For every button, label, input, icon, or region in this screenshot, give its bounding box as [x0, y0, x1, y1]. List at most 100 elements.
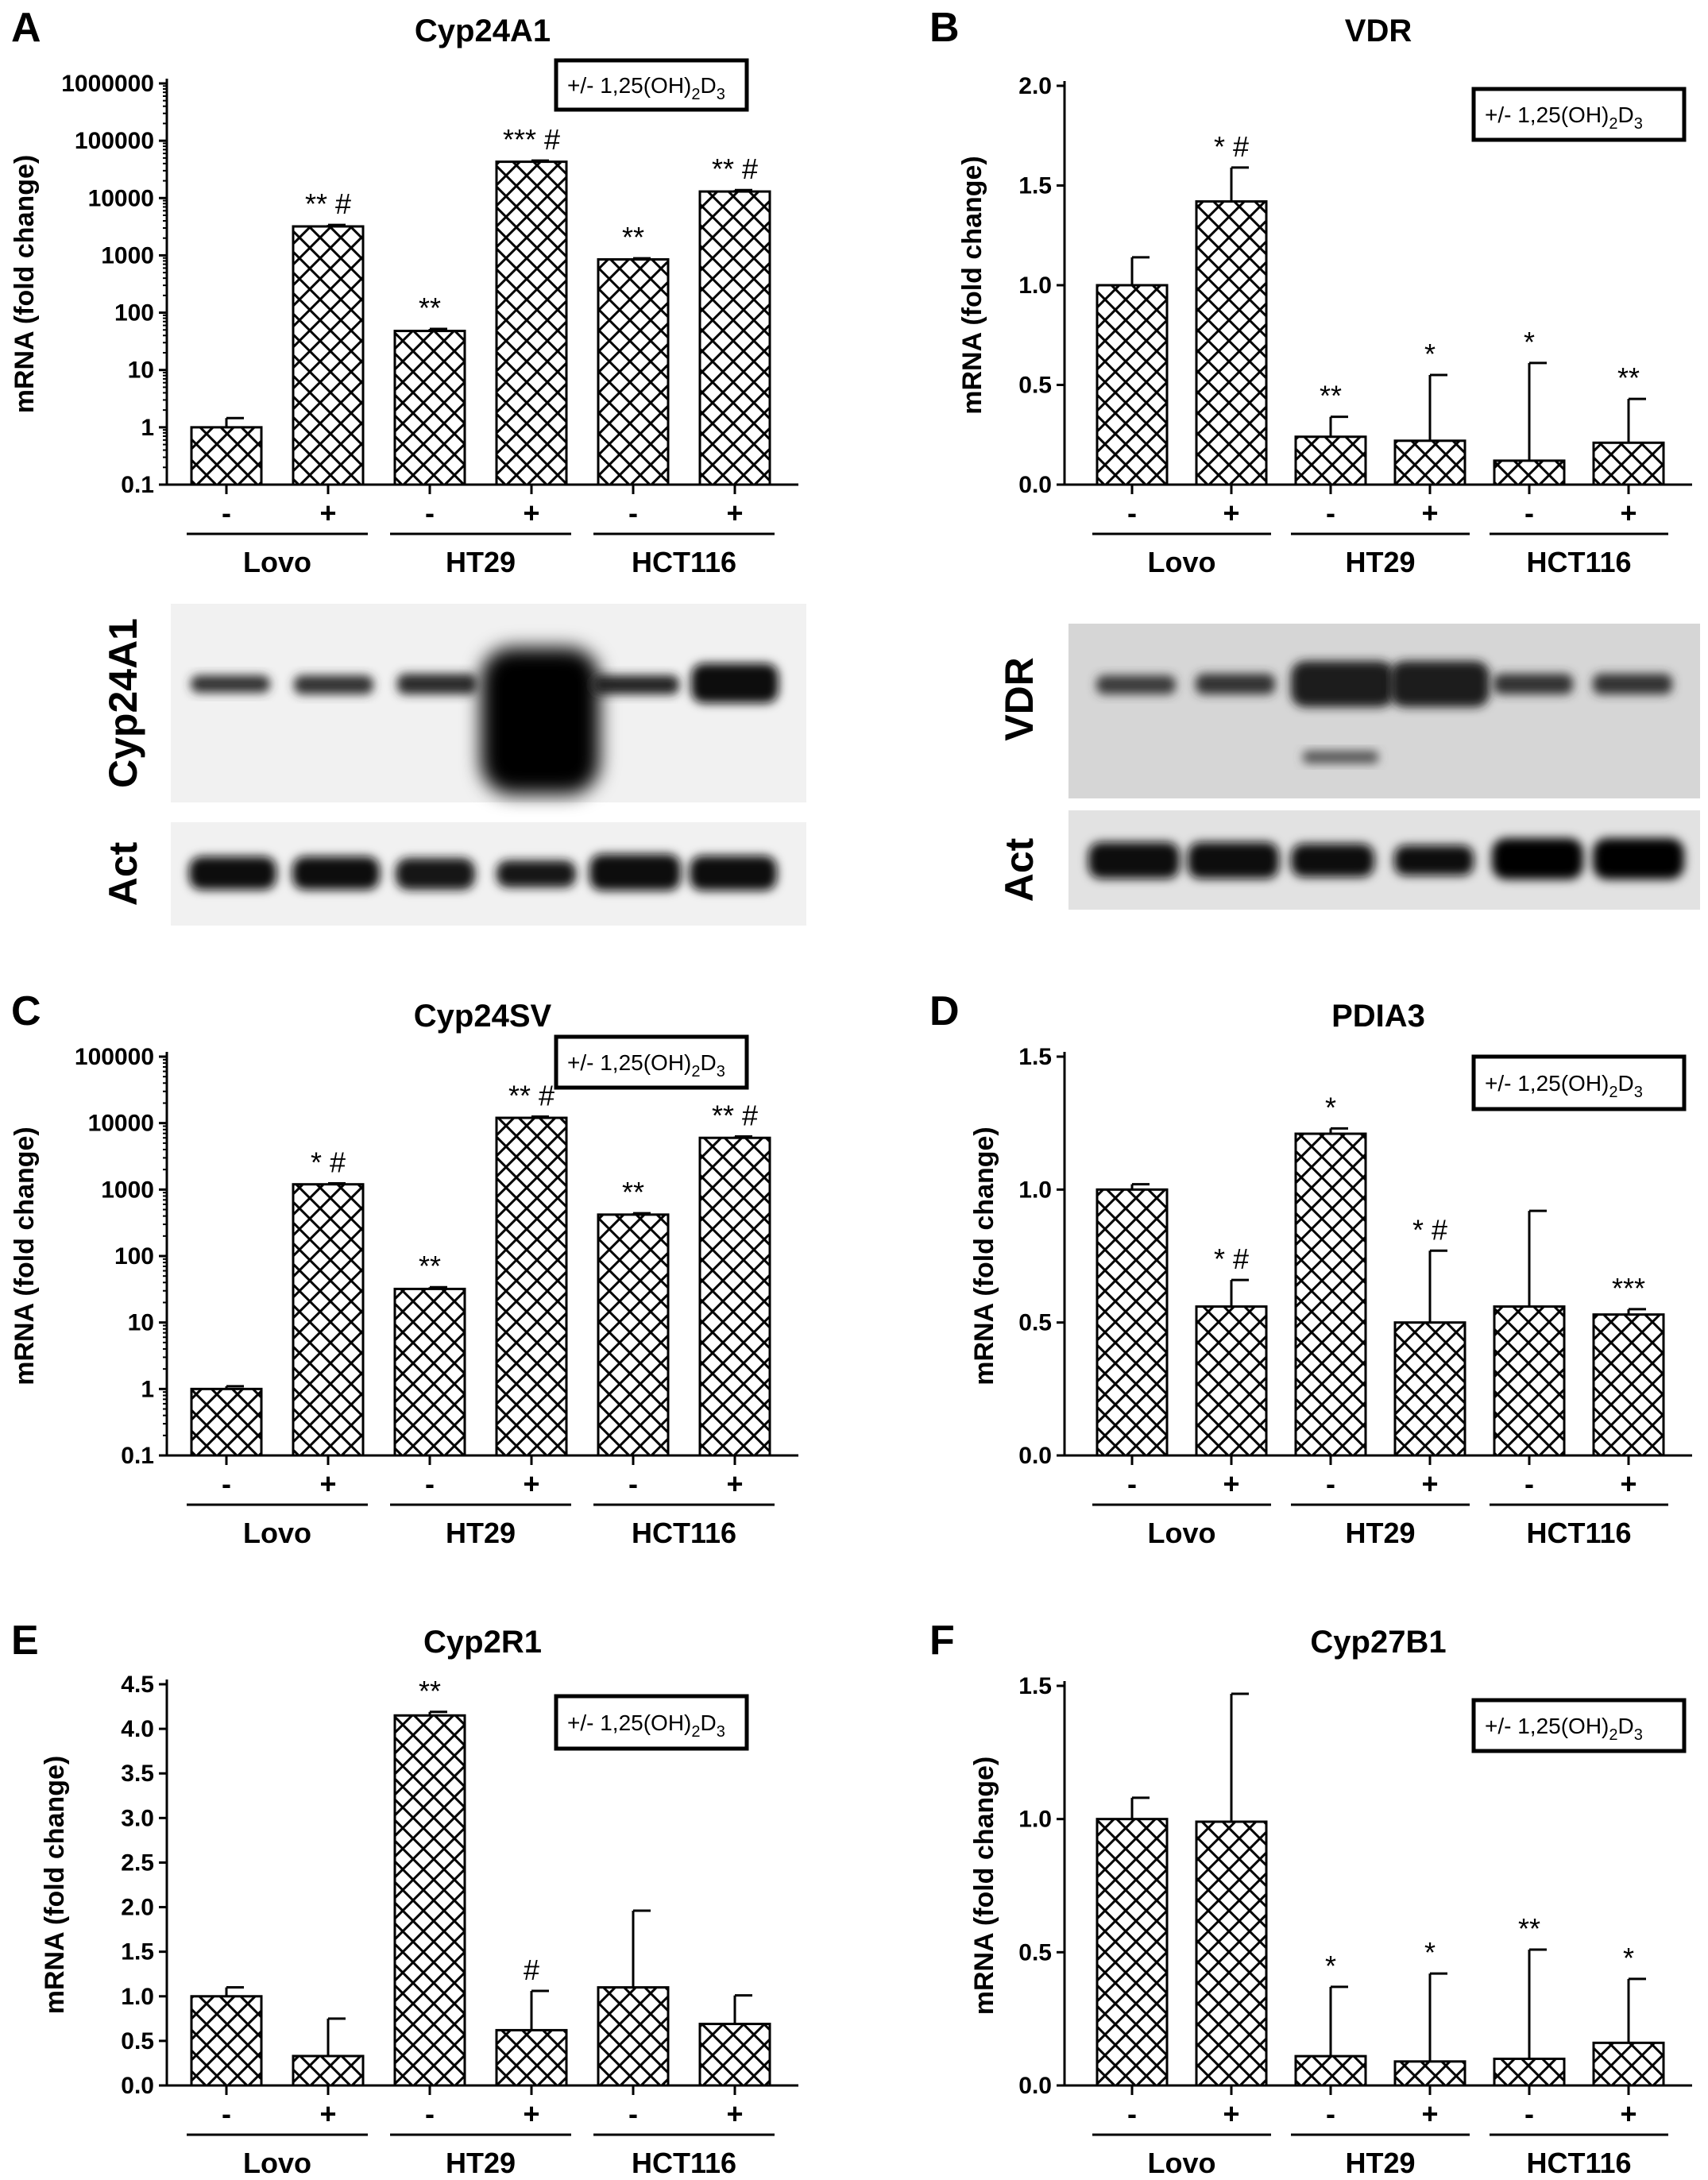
treatment-sign: - — [425, 1467, 435, 1500]
legend-label: +/- 1,25(OH)2D3 — [1485, 102, 1643, 133]
y-axis-label: mRNA (fold change) — [10, 1127, 40, 1386]
bar-hct116-treated — [698, 1136, 771, 1457]
y-tick-label: 1.0 — [1018, 272, 1052, 299]
bar-ht29-treated — [495, 160, 568, 486]
y-tick-label: 3.5 — [121, 1761, 154, 1787]
blot-a-loading-band-5 — [589, 854, 681, 891]
panel-letter-a: A — [11, 5, 41, 51]
chart-title: VDR — [1345, 14, 1412, 48]
blot-b-target-band-5 — [1494, 674, 1573, 694]
treatment-sign: + — [1223, 2097, 1239, 2130]
blot-b: VDR Act — [997, 624, 1700, 910]
bar-hct116-treated — [1592, 2041, 1665, 2087]
treatment-sign: - — [425, 497, 435, 529]
legend-box: +/- 1,25(OH)2D3 — [554, 58, 749, 112]
bar-lovo-treated — [1195, 1820, 1268, 2087]
significance-label: * — [1424, 338, 1436, 370]
blot-b-target-band-6 — [1593, 674, 1672, 694]
blot-b-target-band-1 — [1096, 675, 1176, 694]
significance-label: * # — [1214, 1243, 1249, 1275]
panel-letter-b: B — [929, 5, 960, 51]
blot-a-loading-label: Act — [101, 841, 145, 906]
chart-e: Cyp2R1 mRNA (fold change) 0.0 0.5 1.0 1.5 2.0 2… — [40, 1625, 798, 2179]
group-label-ht29: HT29 — [1345, 546, 1415, 578]
y-tick-label: 2.0 — [1018, 73, 1052, 99]
significance-label: * — [1623, 1942, 1634, 1974]
bar-lovo-control — [1096, 284, 1169, 486]
bar-ht29-treated — [1393, 2060, 1466, 2087]
significance-label: ** # — [508, 1080, 555, 1112]
y-tick-label: 2.0 — [121, 1895, 154, 1921]
treatment-sign: + — [1620, 2097, 1637, 2130]
y-tick-label: 4.5 — [121, 1672, 154, 1698]
treatment-sign: + — [523, 2097, 539, 2130]
blot-b-target-band-7 — [1303, 751, 1378, 763]
y-tick-label: 10 — [128, 1310, 154, 1336]
bar-lovo-control — [190, 1995, 263, 2087]
y-tick-label: 1.0 — [121, 1984, 154, 2010]
y-axis-label: mRNA (fold change) — [957, 156, 987, 415]
blot-b-target-band-2 — [1196, 674, 1275, 694]
bar-hct116-control — [597, 1213, 670, 1457]
legend-frame — [554, 1694, 749, 1751]
chart-b: VDR mRNA (fold change) 0.0 0.5 1.0 1.5 2.0 - * #… — [957, 14, 1692, 578]
legend-label: +/- 1,25(OH)2D3 — [1485, 1071, 1643, 1101]
treatment-sign: + — [319, 2097, 336, 2130]
y-tick-label: 0.0 — [1018, 472, 1052, 498]
bar-lovo-treated — [292, 1183, 365, 1457]
significance-label: * — [1424, 1936, 1436, 1969]
treatment-sign: + — [523, 497, 539, 529]
blot-a-target-band-6 — [691, 663, 779, 703]
blot-b-target-band-3 — [1291, 661, 1394, 707]
bar-hct116-control — [1493, 459, 1566, 486]
significance-label: ** — [419, 292, 441, 324]
y-axis-label: mRNA (fold change) — [40, 1756, 70, 2015]
significance-label: * — [1325, 1950, 1336, 1982]
y-tick-label: 10000 — [88, 185, 154, 211]
blot-a-target-band-5 — [592, 675, 679, 694]
bar-ht29-treated — [495, 1116, 568, 1457]
chart-c: Cyp24SV mRNA (fold change) 0.1 1 10 100 1000 10… — [10, 999, 798, 1549]
blot-a-target-band-1 — [191, 675, 270, 693]
bar-lovo-treated — [292, 225, 365, 486]
treatment-sign: - — [425, 2097, 435, 2130]
group-label-hct116: HCT116 — [632, 2147, 736, 2179]
treatment-sign: - — [1326, 497, 1335, 529]
bar-hct116-control — [1493, 1305, 1566, 1457]
group-label-hct116: HCT116 — [1526, 1517, 1631, 1549]
bar-hct116-treated — [698, 2023, 771, 2087]
y-tick-label: 1000 — [101, 242, 154, 269]
blot-a-loading-band-6 — [690, 856, 777, 891]
group-label-lovo: Lovo — [243, 546, 311, 578]
bar-lovo-control — [1096, 1818, 1169, 2087]
treatment-sign: + — [523, 1467, 539, 1500]
treatment-sign: - — [628, 1467, 638, 1500]
significance-label: ** — [1518, 1912, 1540, 1945]
y-tick-label: 0.1 — [121, 1443, 154, 1469]
bar-ht29-control — [1294, 2054, 1367, 2087]
bar-lovo-treated — [292, 2054, 365, 2087]
y-tick-label: 0.1 — [121, 472, 154, 498]
y-tick-label: 1 — [141, 1376, 154, 1402]
bar-hct116-treated — [1592, 441, 1665, 486]
chart-a: Cyp24A1 mRNA (fold change) 0.1 1 10 100 1000 10… — [10, 14, 798, 578]
treatment-sign: - — [1524, 497, 1534, 529]
y-tick-label: 0.5 — [1018, 1310, 1052, 1336]
y-tick-label: 10000 — [88, 1111, 154, 1137]
blot-b-loading-band-6 — [1593, 838, 1684, 879]
blot-a-target-band-4 — [481, 647, 600, 794]
significance-label: *** — [1612, 1272, 1645, 1305]
treatment-sign: + — [319, 497, 336, 529]
legend-frame — [1471, 1054, 1687, 1111]
blot-b-loading-band-5 — [1492, 838, 1583, 879]
y-tick-label: 1000000 — [61, 71, 154, 97]
y-tick-label: 0.5 — [121, 2028, 154, 2054]
legend-frame — [1471, 1698, 1687, 1753]
group-label-hct116: HCT116 — [632, 546, 736, 578]
significance-label: * — [1325, 1091, 1336, 1123]
y-tick-label: 4.0 — [121, 1716, 154, 1742]
y-tick-label: 100000 — [75, 128, 154, 154]
chart-title: Cyp2R1 — [423, 1625, 542, 1660]
y-tick-label: 1000 — [101, 1177, 154, 1203]
